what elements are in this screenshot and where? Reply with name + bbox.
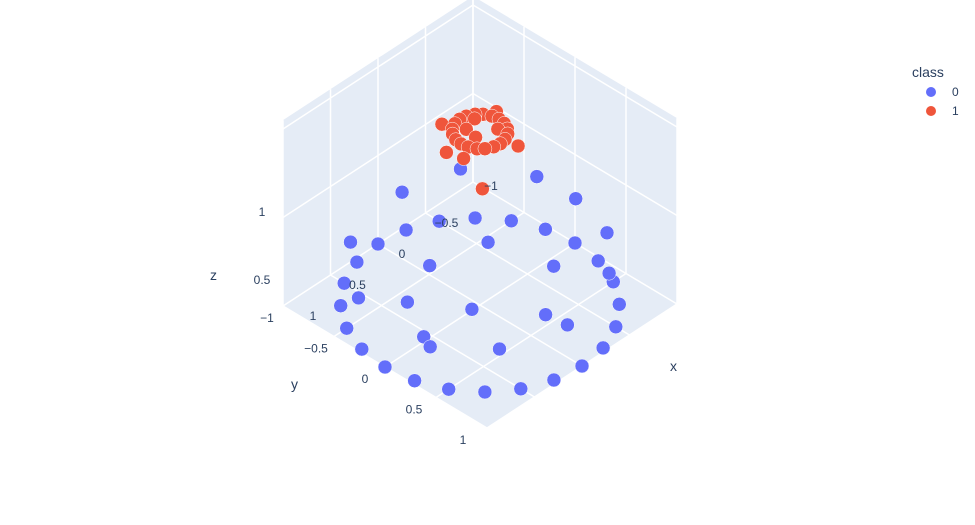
y-tick-label: −1 — [260, 311, 274, 325]
point-class-0 — [560, 318, 574, 332]
point-class-0 — [547, 259, 561, 273]
point-class-0 — [538, 222, 552, 236]
point-class-0 — [408, 374, 422, 388]
point-class-0 — [371, 237, 385, 251]
point-class-0 — [334, 299, 348, 313]
point-class-1 — [511, 139, 525, 153]
legend-title: class — [912, 64, 972, 80]
point-class-0 — [596, 341, 610, 355]
point-class-1 — [478, 142, 492, 156]
point-class-0 — [378, 360, 392, 374]
point-class-1 — [457, 152, 471, 166]
point-class-0 — [547, 373, 561, 387]
legend-item-class-1[interactable]: 1 — [912, 101, 972, 120]
point-class-0 — [350, 255, 364, 269]
point-class-0 — [442, 382, 456, 396]
legend-label: 0 — [952, 85, 959, 99]
point-class-0 — [568, 236, 582, 250]
legend-item-class-0[interactable]: 0 — [912, 82, 972, 101]
point-class-0 — [514, 382, 528, 396]
x-tick-label: 0.5 — [349, 278, 366, 292]
point-class-0 — [602, 266, 616, 280]
point-class-0 — [399, 223, 413, 237]
point-class-0 — [423, 259, 437, 273]
z-tick-label: 0.5 — [254, 273, 271, 287]
point-class-0 — [423, 340, 437, 354]
legend: class 0 1 — [912, 64, 972, 120]
y-axis-title: y — [291, 376, 298, 392]
z-tick-label: 1 — [259, 205, 266, 219]
point-class-0 — [481, 235, 495, 249]
point-class-0 — [465, 302, 479, 316]
point-class-0 — [468, 211, 482, 225]
point-class-0 — [530, 170, 544, 184]
point-class-0 — [400, 295, 414, 309]
point-class-0 — [340, 321, 354, 335]
point-class-0 — [539, 308, 553, 322]
point-class-0 — [355, 342, 369, 356]
point-class-0 — [600, 226, 614, 240]
x-axis-title: x — [670, 358, 677, 374]
x-tick-label: −1 — [484, 179, 498, 193]
x-tick-label: 1 — [310, 309, 317, 323]
x-tick-label: 0 — [399, 247, 406, 261]
point-class-0 — [344, 235, 358, 249]
point-class-0 — [591, 254, 605, 268]
legend-swatch-circle-icon — [926, 106, 936, 116]
legend-swatch-circle-icon — [926, 87, 936, 97]
y-tick-label: −0.5 — [304, 342, 328, 356]
point-class-0 — [395, 185, 409, 199]
point-class-0 — [352, 291, 366, 305]
point-class-0 — [478, 385, 492, 399]
x-tick-label: −0.5 — [435, 216, 459, 230]
point-class-1 — [439, 145, 453, 159]
point-class-0 — [493, 342, 507, 356]
point-class-0 — [609, 320, 623, 334]
y-tick-label: 0.5 — [406, 403, 423, 417]
legend-label: 1 — [952, 104, 959, 118]
point-class-0 — [612, 297, 626, 311]
y-tick-label: 1 — [460, 433, 467, 447]
point-class-0 — [569, 192, 583, 206]
y-tick-label: 0 — [362, 372, 369, 386]
point-class-0 — [504, 214, 518, 228]
z-axis-title: z — [210, 267, 217, 283]
point-class-0 — [575, 359, 589, 373]
